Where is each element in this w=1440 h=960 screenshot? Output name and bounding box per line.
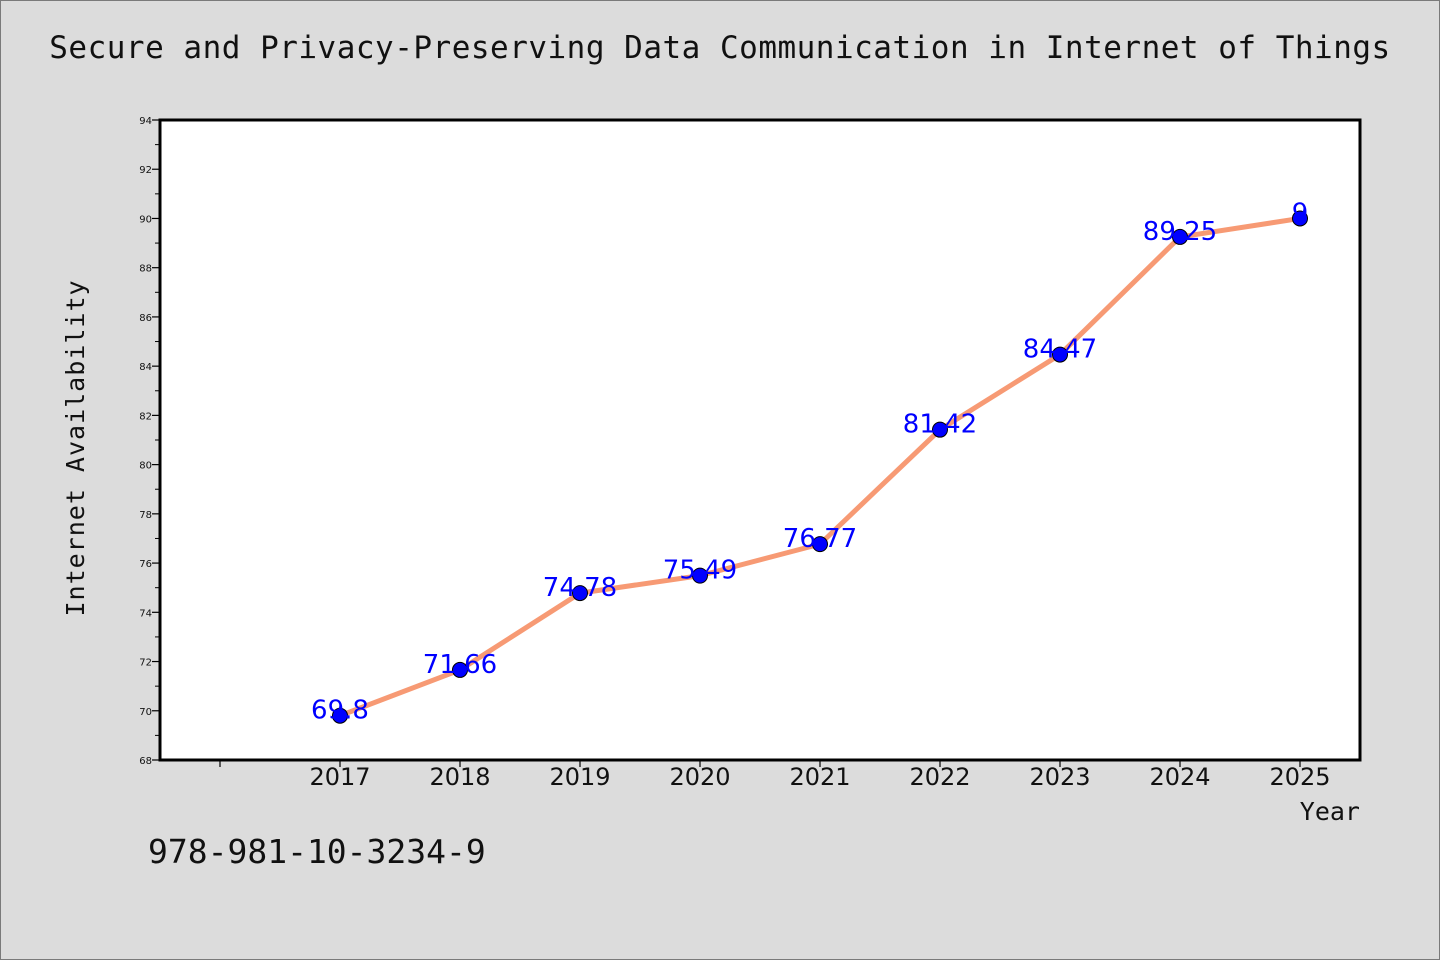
- x-tick-label: 2017: [309, 763, 370, 791]
- x-axis-label: Year: [1300, 797, 1360, 826]
- y-tick-label: 90: [139, 214, 152, 225]
- chart-title: Secure and Privacy-Preserving Data Commu…: [49, 30, 1391, 66]
- y-tick-label: 68: [139, 756, 152, 767]
- data-point: [332, 707, 348, 724]
- data-point: [1292, 210, 1308, 227]
- y-tick-label: 84: [139, 362, 152, 373]
- y-tick-label: 88: [139, 264, 152, 275]
- y-tick-label: 78: [139, 510, 152, 521]
- data-label: 74.78: [543, 573, 617, 603]
- y-tick-label: 82: [139, 411, 152, 422]
- data-label: 76.77: [783, 524, 857, 554]
- data-point: [812, 536, 828, 553]
- x-tick-label: 2023: [1029, 763, 1090, 791]
- y-tick-label: 92: [139, 165, 152, 176]
- y-tick-label: 80: [139, 461, 152, 472]
- data-point: [692, 567, 708, 584]
- data-point: [1052, 346, 1068, 363]
- data-label: 81.42: [903, 410, 977, 440]
- x-tick-label: 2024: [1149, 763, 1210, 791]
- x-tick-label: 2021: [789, 763, 850, 791]
- y-tick-label: 70: [139, 707, 152, 718]
- data-label: 84.47: [1023, 335, 1097, 365]
- data-label: 75.49: [663, 556, 737, 586]
- data-point: [452, 661, 468, 678]
- y-tick-label: 94: [139, 116, 152, 127]
- data-point: [1172, 228, 1188, 245]
- data-label: 9: [1292, 198, 1309, 228]
- isbn-text: 978-981-10-3234-9: [148, 832, 486, 871]
- y-tick-label: 76: [139, 559, 152, 570]
- plot-area: [158, 118, 1362, 762]
- data-label: 69.8: [311, 696, 369, 726]
- y-tick-label: 72: [139, 658, 152, 669]
- data-point: [932, 421, 948, 438]
- x-tick-label: 2025: [1269, 763, 1330, 791]
- y-axis-label: Internet Availability: [61, 279, 90, 616]
- y-tick-label: 86: [139, 313, 152, 324]
- data-point: [572, 585, 588, 602]
- data-label: 71.66: [423, 650, 497, 680]
- y-tick-label: 74: [139, 608, 152, 619]
- x-tick-label: 2018: [429, 763, 490, 791]
- x-tick-label: 2019: [549, 763, 610, 791]
- x-tick-label: 2022: [909, 763, 970, 791]
- x-tick-label: 2020: [669, 763, 730, 791]
- data-label: 89.25: [1143, 217, 1217, 247]
